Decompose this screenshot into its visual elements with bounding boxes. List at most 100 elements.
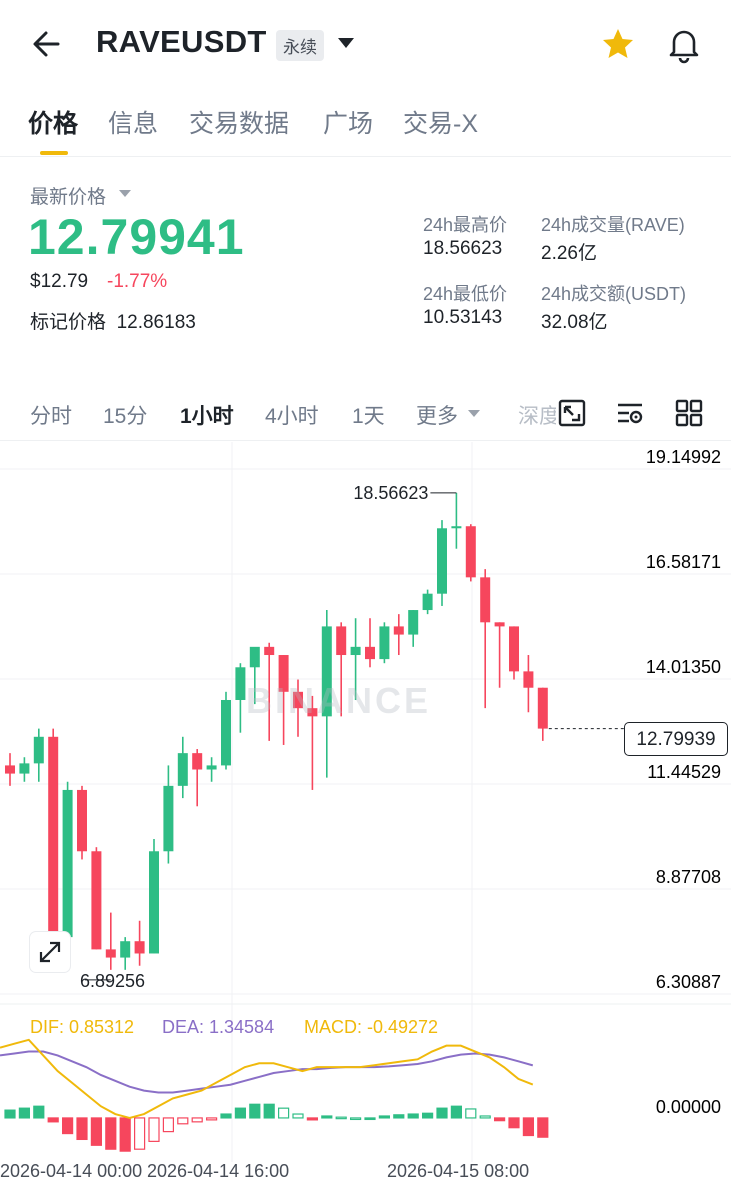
candle-body: [408, 610, 419, 635]
macd-histogram-bar: [306, 1117, 318, 1121]
candle-body: [120, 941, 131, 958]
candle-body: [350, 646, 361, 656]
volume-24h-value: 2.26亿: [541, 243, 597, 264]
back-arrow-icon[interactable]: [28, 24, 68, 64]
x-axis-label: 2026-04-15 08:00: [387, 1161, 530, 1181]
bell-icon[interactable]: [664, 24, 704, 69]
candle-body: [91, 851, 102, 950]
macd-histogram-bar: [378, 1115, 390, 1119]
latest-price-label[interactable]: 最新价格: [30, 187, 107, 208]
macd-histogram-bar: [508, 1117, 520, 1129]
interval-more[interactable]: 更多: [416, 405, 458, 428]
macd-histogram-bar: [537, 1117, 549, 1138]
macd-histogram-bar: [321, 1115, 333, 1119]
macd-histogram-bar: [177, 1117, 189, 1125]
candle-body: [365, 646, 375, 660]
tab-info[interactable]: 信息: [108, 110, 159, 138]
macd-histogram-bar: [350, 1117, 362, 1121]
expand-chart-icon[interactable]: [30, 932, 70, 972]
volume-24h-label: 24h成交量(RAVE): [541, 215, 685, 235]
candle-body: [451, 526, 462, 529]
divider: [0, 440, 731, 441]
interval-depth[interactable]: 深度: [518, 405, 556, 428]
macd-histogram-bar: [105, 1117, 117, 1150]
macd-histogram-bar: [90, 1117, 103, 1146]
macd-histogram-bar: [4, 1109, 16, 1119]
latest-price-caret-icon[interactable]: [119, 190, 131, 197]
tab-trade-x[interactable]: 交易-X: [403, 110, 479, 138]
interval-15m[interactable]: 15分: [103, 405, 148, 428]
candle-body: [48, 736, 59, 938]
macd-histogram-bar: [393, 1114, 405, 1119]
candle-body: [480, 577, 491, 623]
dropdown-caret-icon[interactable]: [338, 38, 354, 48]
y-axis-label: 19.14992: [646, 447, 721, 467]
x-axis-label: 2026-04-14 16:00: [147, 1161, 290, 1181]
low-24h-value: 10.53143: [423, 307, 503, 328]
macd-histogram-bar: [220, 1113, 232, 1119]
candlestick-chart[interactable]: 19.14992 16.58171 14.01350 11.44529 8.87708 6…: [0, 442, 731, 1200]
star-icon[interactable]: [600, 26, 636, 67]
symbol-title[interactable]: RAVEUSDT: [96, 24, 267, 59]
macd-histogram-bar: [479, 1115, 491, 1119]
candle-body: [494, 622, 505, 627]
y-axis-label: 6.30887: [656, 972, 721, 992]
candle-body: [523, 671, 534, 688]
macd-histogram-bar: [206, 1117, 218, 1121]
tab-price[interactable]: 价格: [28, 110, 79, 138]
macd-histogram-bar: [278, 1107, 290, 1119]
macd-histogram-bar: [162, 1117, 174, 1133]
candle-body: [249, 646, 260, 668]
macd-histogram-bar: [119, 1117, 131, 1152]
macd-histogram-bar: [263, 1103, 275, 1119]
candle-body: [393, 626, 404, 635]
dea-line: [0, 1050, 534, 1094]
min-price-label: 6.89256: [80, 971, 145, 991]
candle-body: [379, 626, 390, 660]
grid-layout-icon[interactable]: [674, 398, 704, 428]
interval-line[interactable]: 分时: [30, 405, 72, 428]
macd-histogram-bar: [249, 1103, 261, 1119]
macd-histogram-bar: [450, 1105, 462, 1119]
candle-body: [293, 691, 303, 709]
dea-legend: DEA: 1.34584: [162, 1017, 275, 1037]
candle-body: [465, 526, 476, 578]
y-axis-label: 11.44529: [647, 762, 721, 782]
y-axis-label: 8.87708: [656, 867, 721, 887]
divider: [0, 156, 731, 157]
amount-24h-label: 24h成交额(USDT): [541, 284, 687, 304]
price-change-percent: -1.77%: [107, 271, 168, 292]
interval-1d[interactable]: 1天: [352, 405, 385, 428]
macd-histogram-bar: [335, 1116, 347, 1120]
mark-price-label: 标记价格: [30, 312, 107, 333]
candle-body: [177, 753, 188, 786]
candle-body: [77, 789, 87, 852]
amount-24h-value: 32.08亿: [541, 312, 608, 333]
macd-histogram-bar: [47, 1117, 59, 1123]
macd-histogram-bar: [364, 1117, 376, 1121]
indicator-settings-icon[interactable]: [615, 398, 645, 428]
binance-watermark: BINANCE: [246, 680, 432, 721]
macd-zero-label: 0.00000: [656, 1097, 721, 1117]
more-caret-icon[interactable]: [468, 410, 480, 417]
low-24h-label: 24h最低价: [423, 284, 508, 304]
tab-square[interactable]: 广场: [323, 110, 374, 138]
candle-body: [206, 765, 217, 770]
interval-4h[interactable]: 4小时: [265, 405, 319, 428]
candle-body: [235, 667, 246, 700]
interval-1h[interactable]: 1小时: [180, 405, 234, 428]
macd-histogram-bar: [191, 1117, 203, 1123]
candle-body: [321, 626, 332, 717]
macd-histogram-bar: [522, 1117, 535, 1137]
max-price-label: 18.56623: [353, 483, 428, 503]
candle-body: [192, 753, 203, 770]
latest-price: 12.79941: [28, 209, 245, 265]
active-tab-indicator: [40, 151, 68, 155]
dif-line: [0, 1038, 534, 1119]
candle-body: [221, 699, 231, 766]
chart-type-icon[interactable]: [557, 398, 587, 428]
tab-trading-data[interactable]: 交易数据: [189, 110, 290, 138]
candle-body: [264, 646, 275, 656]
macd-legend: MACD: -0.49272: [304, 1017, 439, 1037]
usd-price: $12.79: [30, 271, 89, 292]
